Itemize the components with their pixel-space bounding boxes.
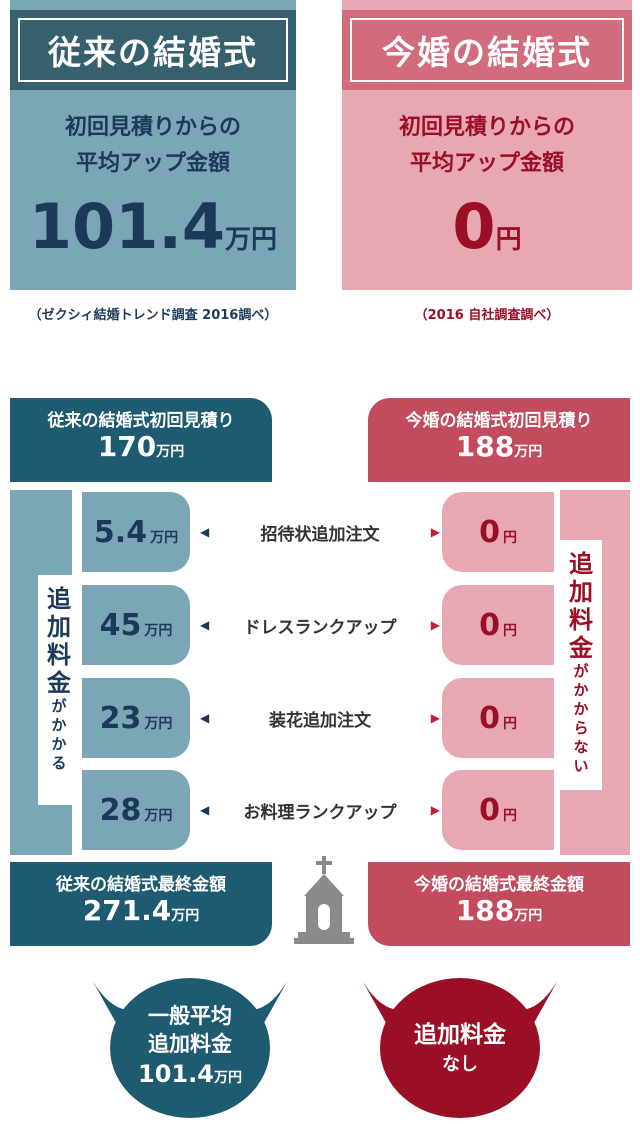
konkon-final-amount-box: 今婚の結婚式最終金額 188万円 <box>368 862 630 946</box>
konkon-subtitle-line2: 平均アップ金額 <box>409 151 564 176</box>
traditional-subtitle-line1: 初回見積りからの <box>64 115 241 140</box>
cost-item-row: ◀ 招待状追加注文 ▶ <box>200 517 440 547</box>
traditional-initial-estimate-box: 従来の結婚式初回見積り 170万円 <box>10 398 272 482</box>
cost-item-label: ドレスランクアップ <box>243 617 397 638</box>
konkon-wedding-panel: 今婚の結婚式 初回見積りからの 平均アップ金額 0円 <box>342 0 632 290</box>
konkon-title-text: 今婚の結婚式 <box>382 33 592 72</box>
traditional-initial-value: 170 <box>97 430 157 463</box>
traditional-wedding-title: 従来の結婚式 <box>10 10 296 90</box>
chapel-icon <box>294 856 354 944</box>
traditional-extra-cost-tile: 28 万円 <box>82 770 190 850</box>
cost-item-label: 装花追加注文 <box>269 710 371 731</box>
konkon-final-unit: 万円 <box>514 908 543 924</box>
traditional-final-value: 271.4 <box>82 894 172 927</box>
konkon-initial-estimate-box: 今婚の結婚式初回見積り 188万円 <box>368 398 630 482</box>
arrow-left-icon: ◀ <box>200 618 210 632</box>
konkon-subtitle: 初回見積りからの 平均アップ金額 <box>342 110 632 182</box>
konkon-amount-unit: 円 <box>495 225 522 255</box>
konkon-initial-value: 188 <box>455 430 515 463</box>
arrow-right-icon: ▶ <box>430 525 440 539</box>
arrow-right-icon: ▶ <box>430 803 440 817</box>
arrow-right-icon: ▶ <box>430 711 440 725</box>
konkon-final-value: 188 <box>455 894 515 927</box>
traditional-title-text: 従来の結婚式 <box>48 33 258 72</box>
konkon-source-note: （2016 自社調査調べ） <box>414 308 560 323</box>
arrow-left-icon: ◀ <box>200 711 210 725</box>
konkon-subtitle-line1: 初回見積りからの <box>398 115 575 140</box>
traditional-final-unit: 万円 <box>171 908 200 924</box>
traditional-wedding-panel: 従来の結婚式 初回見積りからの 平均アップ金額 101.4万円 <box>10 0 296 290</box>
konkon-amount-value: 0 <box>452 190 496 263</box>
cost-item-label: 招待状追加注文 <box>260 524 380 545</box>
arrow-right-icon: ▶ <box>430 618 440 632</box>
traditional-extra-cost-tile: 23 万円 <box>82 678 190 758</box>
no-extra-fee-badge: 追加料金 なし <box>380 978 540 1118</box>
cost-item-row: ◀ ドレスランクアップ ▶ <box>200 610 440 640</box>
traditional-final-amount-box: 従来の結婚式最終金額 271.4万円 <box>10 862 272 946</box>
arrow-left-icon: ◀ <box>200 803 210 817</box>
traditional-average-increase: 101.4万円 <box>10 190 296 263</box>
traditional-source-note: （ゼクシィ結婚トレンド調査 2016調べ） <box>28 308 278 323</box>
extra-fee-charged-label: 追 加 料 金 が か か る <box>38 575 80 805</box>
konkon-initial-unit: 万円 <box>514 444 543 460</box>
general-average-extra-fee-badge: 一般平均 追加料金 101.4万円 <box>110 978 270 1118</box>
traditional-subtitle: 初回見積りからの 平均アップ金額 <box>10 110 296 182</box>
traditional-amount-unit: 万円 <box>225 225 278 255</box>
konkon-average-increase: 0円 <box>342 190 632 263</box>
traditional-extra-cost-tile: 5.4 万円 <box>82 492 190 572</box>
cost-item-label: お料理ランクアップ <box>243 802 397 823</box>
cost-item-row: ◀ お料理ランクアップ ▶ <box>200 795 440 825</box>
no-extra-fee-label: 追 加 料 金 が か か ら な い <box>560 540 602 790</box>
traditional-extra-cost-tile: 45 万円 <box>82 585 190 665</box>
konkon-wedding-title: 今婚の結婚式 <box>342 10 632 90</box>
cost-item-row: ◀ 装花追加注文 ▶ <box>200 703 440 733</box>
traditional-final-label: 従来の結婚式最終金額 <box>56 875 226 895</box>
traditional-subtitle-line2: 平均アップ金額 <box>75 151 230 176</box>
traditional-amount-value: 101.4 <box>28 190 226 263</box>
konkon-final-label: 今婚の結婚式最終金額 <box>414 875 584 895</box>
arrow-left-icon: ◀ <box>200 525 210 539</box>
konkon-initial-label: 今婚の結婚式初回見積り <box>405 411 593 431</box>
traditional-initial-label: 従来の結婚式初回見積り <box>47 411 235 431</box>
traditional-initial-unit: 万円 <box>156 444 185 460</box>
